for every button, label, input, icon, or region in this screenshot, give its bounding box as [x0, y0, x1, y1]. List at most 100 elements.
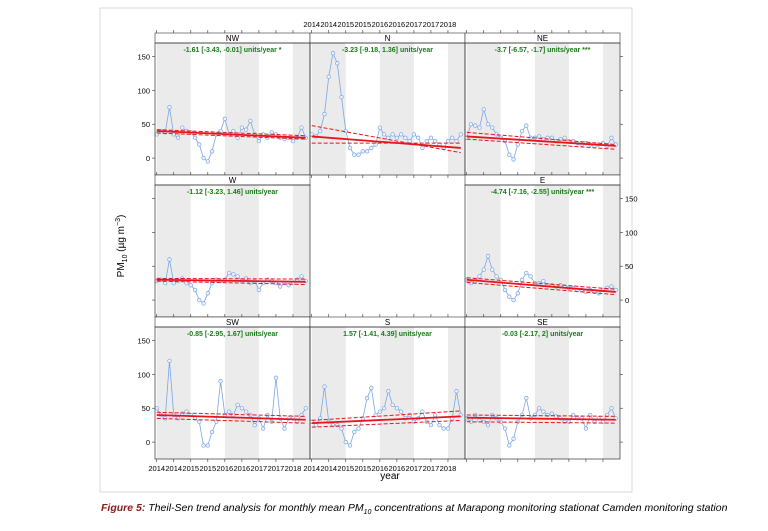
data-point — [347, 443, 353, 448]
data-point — [536, 134, 542, 139]
data-point — [235, 402, 240, 407]
data-point — [364, 149, 370, 154]
x-tick-label: 2014 — [165, 464, 182, 473]
data-point — [515, 142, 520, 147]
data-point — [490, 267, 495, 272]
data-point — [369, 385, 374, 391]
y-tick-label: 150 — [137, 337, 150, 346]
data-point — [428, 135, 434, 140]
data-point — [407, 139, 412, 144]
trend-ci — [156, 417, 306, 424]
data-point — [605, 285, 610, 291]
data-point — [239, 406, 245, 411]
data-point — [239, 125, 245, 130]
data-point — [167, 358, 172, 363]
data-point — [477, 125, 482, 130]
data-point — [377, 125, 382, 130]
caption-sub: 10 — [364, 509, 372, 516]
data-point — [201, 155, 206, 161]
data-point — [481, 267, 486, 272]
data-point — [583, 426, 589, 431]
year-shade — [292, 185, 310, 317]
trend-annotation: -3.23 [-9.18, 1.36] units/year — [342, 47, 433, 54]
data-point — [433, 139, 438, 144]
year-shade — [224, 43, 259, 175]
data-point — [243, 409, 249, 414]
data-point — [347, 145, 353, 151]
data-point — [209, 149, 215, 154]
year-shade — [602, 185, 620, 317]
data-point — [445, 139, 451, 144]
x-tick-label: 2015 — [182, 464, 199, 473]
data-point — [303, 406, 308, 411]
data-point — [498, 277, 503, 282]
data-point — [502, 287, 508, 293]
y-tick-label: 0 — [146, 154, 150, 163]
year-shade — [292, 327, 310, 459]
data-point — [282, 426, 287, 431]
data-point — [261, 426, 266, 431]
x-tick-label: 2016 — [389, 20, 406, 29]
x-tick-label: 2014 — [320, 464, 337, 473]
strip-label: SE — [537, 318, 548, 327]
data-point — [381, 132, 387, 137]
data-point — [197, 419, 202, 424]
data-point — [485, 122, 491, 127]
data-point — [278, 284, 283, 289]
data-point — [205, 443, 210, 448]
strip-label: NW — [226, 34, 240, 43]
x-tick-label: 2015 — [199, 464, 216, 473]
data-point — [339, 95, 344, 100]
data-point — [424, 139, 429, 144]
data-point — [273, 375, 279, 380]
x-tick-label: 2017 — [268, 464, 285, 473]
trend-annotation: 1.57 [-1.41, 4.39] units/year — [343, 331, 432, 338]
trend-ci — [156, 411, 306, 417]
data-point — [545, 412, 550, 418]
y-title-part: ) — [116, 215, 127, 218]
data-point — [360, 149, 365, 154]
data-point — [343, 128, 348, 134]
x-tick-label: 2014 — [320, 20, 337, 29]
data-point — [252, 423, 257, 428]
x-tick-label: 2014 — [303, 20, 320, 29]
data-point — [235, 274, 240, 279]
data-point — [507, 443, 512, 448]
trend-line — [156, 278, 306, 283]
y-tick-label: 150 — [137, 53, 150, 62]
year-shade — [311, 43, 346, 175]
year-shade — [156, 185, 191, 317]
trend-ci — [156, 280, 306, 286]
year-shade — [602, 43, 620, 175]
trend-ci — [156, 129, 306, 137]
data-point — [528, 274, 533, 279]
y-tick-label: 0 — [146, 438, 150, 447]
x-tick-label: 2015 — [354, 20, 371, 29]
trend-annotation: -0.85 [-2.95, 1.67] units/year — [187, 331, 278, 338]
data-point — [188, 283, 193, 288]
data-point — [231, 412, 236, 418]
trend-line — [466, 135, 616, 147]
data-point — [519, 277, 525, 282]
y-title-part: (µg m — [116, 226, 127, 255]
year-shade — [156, 43, 191, 175]
data-point — [290, 139, 296, 144]
data-point — [243, 127, 249, 132]
data-point — [154, 406, 159, 411]
caption-text: concentrations at Marapong monitoring st… — [371, 502, 727, 514]
trend-ci — [311, 419, 461, 428]
y-tick-label: 100 — [625, 228, 638, 237]
year-shade — [534, 185, 569, 317]
data-point — [163, 281, 168, 286]
year-shade — [379, 327, 414, 459]
data-point — [536, 406, 542, 411]
data-point — [507, 152, 512, 157]
data-point — [356, 152, 361, 157]
y-tick-label: 50 — [625, 262, 633, 271]
trend-line — [466, 278, 616, 293]
data-point — [507, 294, 512, 299]
data-point — [445, 426, 451, 431]
x-tick-label: 2018 — [440, 464, 457, 473]
